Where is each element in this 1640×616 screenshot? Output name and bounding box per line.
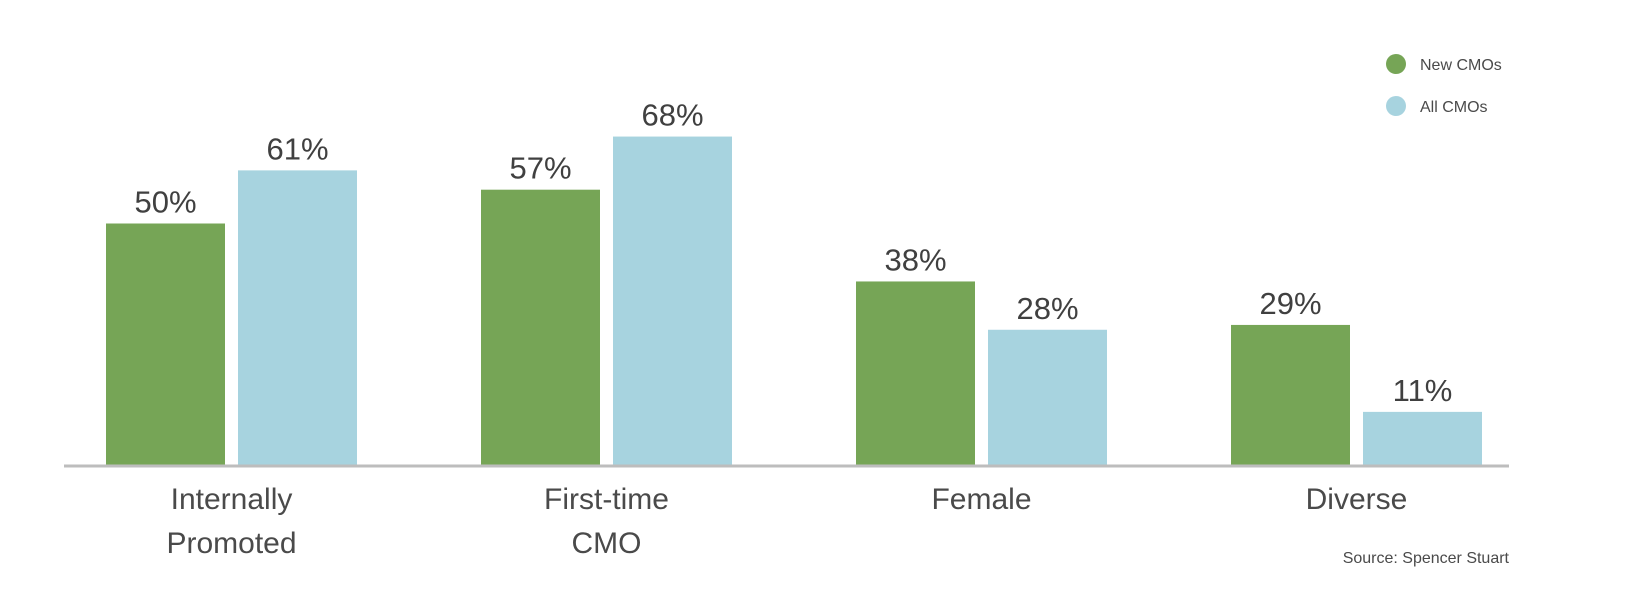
- legend-swatch-all-cmos: [1386, 96, 1406, 116]
- value-label-all-cmos-diverse: 11%: [1393, 373, 1453, 408]
- value-label-new-cmos-diverse: 29%: [1259, 286, 1321, 321]
- bar-new-cmos-diverse: [1231, 324, 1350, 465]
- category-label-first-time-cmo-line-2: CMO: [572, 527, 642, 560]
- bars-group: [106, 136, 1482, 465]
- value-label-all-cmos-female: 28%: [1016, 291, 1078, 326]
- bar-all-cmos-diverse: [1363, 411, 1482, 465]
- bar-new-cmos-first-time-cmo: [481, 189, 600, 465]
- category-label-internally-promoted-line-2: Promoted: [166, 527, 296, 560]
- bar-all-cmos-internally-promoted: [238, 170, 357, 465]
- legend-label-all-cmos: All CMOs: [1420, 99, 1488, 116]
- legend-swatch-new-cmos: [1386, 54, 1406, 74]
- bar-new-cmos-female: [856, 281, 975, 465]
- value-label-all-cmos-internally-promoted: 61%: [266, 131, 328, 166]
- bar-new-cmos-internally-promoted: [106, 223, 225, 465]
- value-label-new-cmos-internally-promoted: 50%: [134, 185, 196, 220]
- value-label-all-cmos-first-time-cmo: 68%: [641, 98, 703, 133]
- category-label-diverse-line-1: Diverse: [1306, 483, 1408, 516]
- legend: New CMOs All CMOs: [1386, 54, 1502, 116]
- bar-all-cmos-first-time-cmo: [613, 136, 732, 465]
- category-label-internally-promoted-line-1: Internally: [171, 483, 293, 516]
- value-label-new-cmos-female: 38%: [884, 242, 946, 277]
- legend-label-new-cmos: New CMOs: [1420, 57, 1502, 74]
- category-label-female-line-1: Female: [931, 483, 1031, 516]
- value-labels-group: 50% 61% 57% 68% 38% 28% 29% 11%: [134, 98, 1452, 408]
- bar-all-cmos-female: [988, 329, 1107, 465]
- value-label-new-cmos-first-time-cmo: 57%: [509, 151, 571, 186]
- category-label-first-time-cmo-line-1: First-time: [544, 483, 669, 516]
- source-note: Source: Spencer Stuart: [1343, 550, 1510, 567]
- category-labels-group: Internally Promoted First-time CMO Female Div…: [166, 483, 1407, 560]
